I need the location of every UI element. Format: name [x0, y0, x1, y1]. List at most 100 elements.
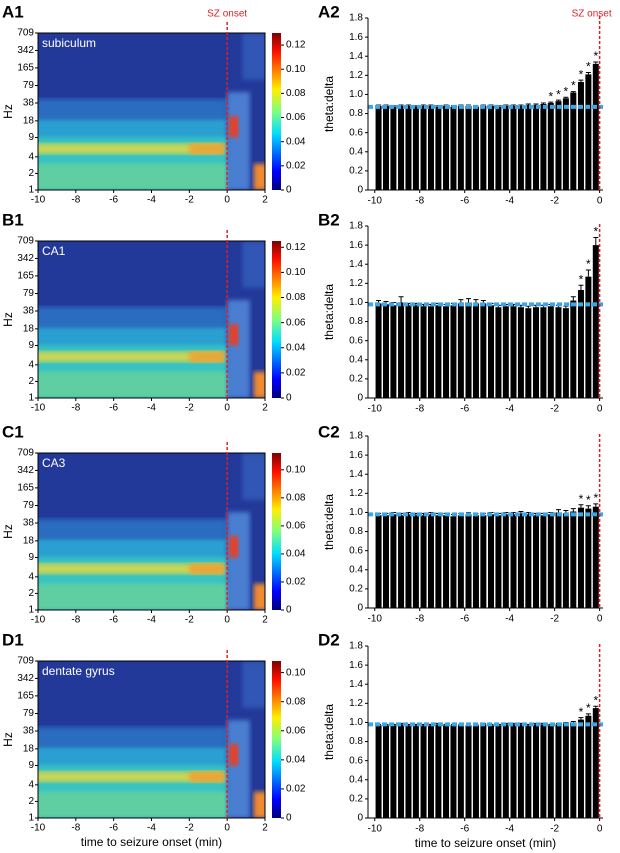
y-tick-label: 1 [28, 813, 34, 824]
y-tick-label: 342 [17, 45, 34, 56]
colorbar-tick-label: 0.06 [286, 521, 306, 532]
y-axis-label: theta:delta [322, 284, 336, 340]
y-tick-label: 79 [23, 80, 35, 91]
spectrogram-region [242, 241, 265, 288]
bar [517, 105, 524, 190]
colorbar-tick-label: 0.10 [286, 667, 306, 678]
bar [525, 308, 532, 398]
spectrogram-region [227, 92, 250, 190]
colorbar-tick-label: 0.08 [286, 492, 306, 503]
x-tick-label: -6 [460, 824, 469, 835]
bar [532, 724, 539, 818]
bar [465, 105, 472, 190]
x-tick-label: -6 [460, 404, 469, 415]
x-tick-label: -8 [71, 615, 80, 626]
bar [382, 105, 389, 190]
colorbar-tick-label: 0 [286, 813, 292, 824]
bar [450, 305, 457, 398]
spectrogram-region [38, 791, 228, 818]
bar [480, 105, 487, 190]
x-tick-label: -10 [368, 824, 383, 835]
x-tick-label: 0 [597, 196, 603, 207]
y-tick-label: 1.0 [349, 89, 363, 100]
colorbar-tick-label: 0.10 [286, 64, 306, 75]
y-axis-label: theta:delta [322, 494, 336, 550]
bar [510, 306, 517, 398]
y-tick-label: 4 [28, 779, 34, 790]
y-tick-label: 1.6 [349, 660, 363, 671]
bar [570, 300, 577, 398]
bar [570, 92, 577, 190]
y-tick-label: 342 [17, 673, 34, 684]
bar [465, 725, 472, 818]
x-tick-label: -8 [71, 403, 80, 414]
x-tick-label: -8 [71, 195, 80, 206]
x-tick-label: -4 [147, 403, 156, 414]
significance-mark: * [548, 89, 553, 103]
bar [420, 725, 427, 818]
spectrogram-region [242, 661, 265, 708]
error-bar [585, 713, 591, 716]
error-bar [578, 79, 584, 83]
error-bar [570, 91, 576, 93]
y-tick-label: 4 [28, 571, 34, 582]
significance-mark: * [564, 84, 569, 98]
bar [480, 724, 487, 818]
y-tick-label: 0.8 [349, 526, 363, 537]
colorbar-tick-label: 0 [286, 393, 292, 404]
bar [375, 303, 382, 398]
bar [427, 725, 434, 818]
bar [502, 514, 509, 608]
panel-label: B2 [318, 210, 340, 229]
spectrogram-region [189, 563, 226, 575]
bar [585, 508, 592, 608]
colorbar-tick-label: 0.12 [286, 40, 306, 51]
bar [390, 514, 397, 608]
bar [450, 516, 457, 608]
spectrogram [38, 453, 265, 610]
bar [420, 306, 427, 398]
y-tick-label: 165 [17, 63, 34, 74]
spectrogram-region [229, 744, 239, 766]
colorbar-tick-label: 0.10 [286, 267, 306, 278]
bar [488, 725, 495, 818]
panel-label: B1 [2, 210, 24, 229]
spectrogram-region [38, 306, 228, 327]
error-bar [466, 298, 472, 303]
y-tick-label: 709 [17, 236, 34, 247]
y-tick-label: 4 [28, 359, 34, 370]
x-tick-label: -2 [185, 615, 194, 626]
error-bar [525, 305, 531, 309]
bar [577, 507, 584, 608]
y-tick-label: 9 [28, 132, 34, 143]
bar [427, 105, 434, 190]
spectrogram-region [227, 720, 250, 818]
bar [382, 304, 389, 398]
bar [457, 105, 464, 190]
bar [547, 725, 554, 818]
panel-label: C2 [318, 422, 340, 441]
bar [555, 512, 562, 608]
x-tick-label: -2 [550, 404, 559, 415]
colorbar-tick-label: 0.02 [286, 368, 306, 379]
bar [517, 724, 524, 818]
x-tick-label: -4 [147, 195, 156, 206]
y-tick-label: 709 [17, 656, 34, 667]
bar [570, 511, 577, 608]
bar [398, 515, 405, 608]
significance-mark: * [586, 493, 591, 507]
significance-mark: * [593, 491, 598, 505]
bar [472, 106, 479, 190]
error-bar [518, 510, 524, 514]
x-tick-label: -6 [460, 614, 469, 625]
bar [465, 514, 472, 608]
bar [517, 513, 524, 608]
bar [390, 106, 397, 190]
error-bar [563, 305, 569, 309]
bar [398, 105, 405, 190]
bar [555, 101, 562, 190]
bar [555, 307, 562, 398]
significance-mark: * [571, 79, 576, 93]
colorbar [272, 661, 281, 818]
